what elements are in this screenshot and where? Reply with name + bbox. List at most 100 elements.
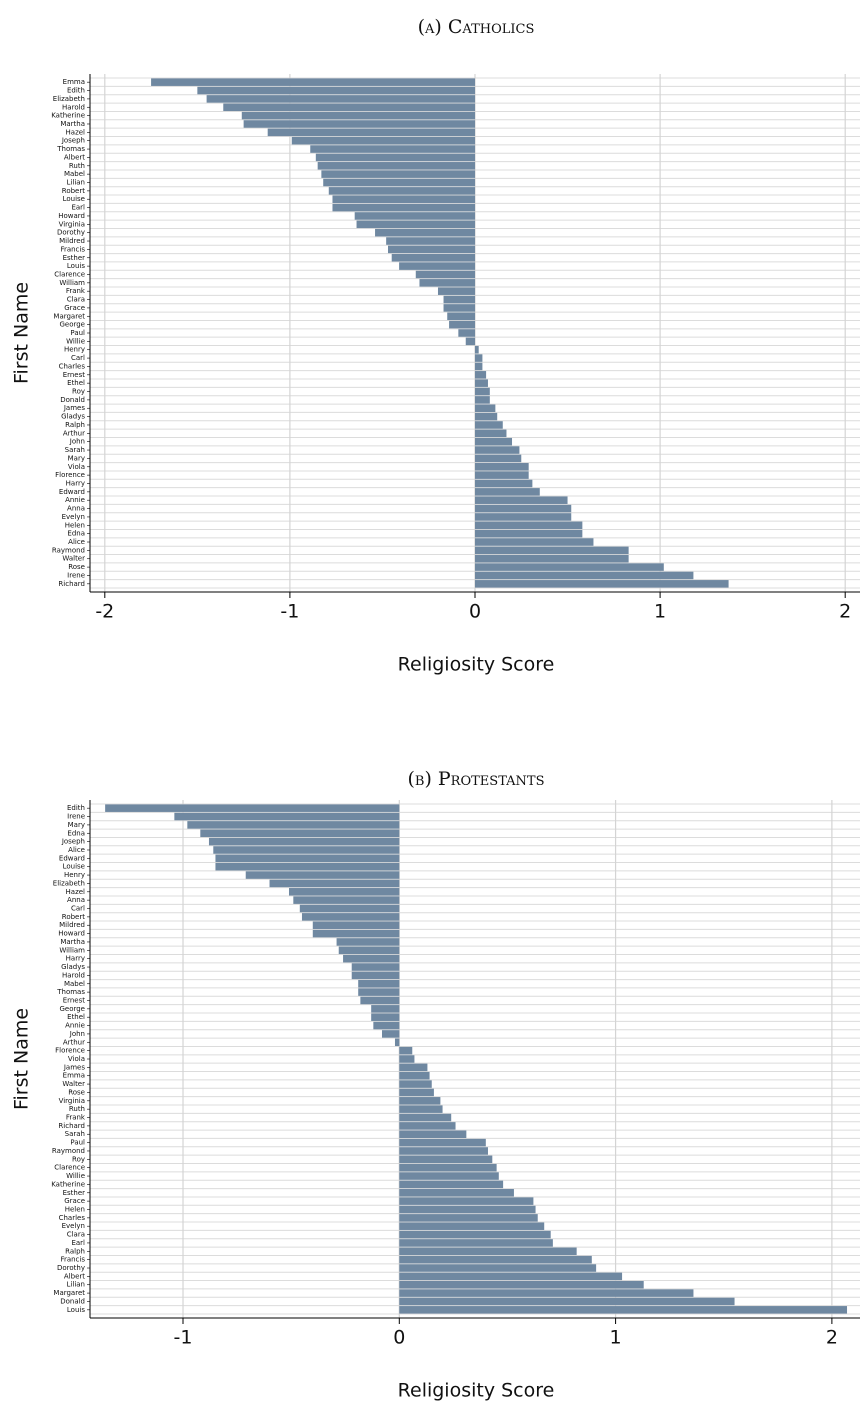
y-tick-label: Elizabeth	[53, 95, 85, 103]
bar	[465, 337, 475, 346]
y-tick-label: Louis	[67, 1306, 85, 1314]
bar	[381, 1030, 400, 1038]
y-tick-label: Harold	[62, 103, 85, 111]
y-tick-label: Hazel	[66, 888, 86, 896]
y-tick-label: Annie	[65, 1022, 85, 1030]
bar	[399, 1297, 735, 1306]
y-tick-label: Ralph	[65, 1247, 85, 1255]
y-tick-label: Alice	[68, 846, 85, 854]
bar	[317, 162, 475, 170]
y-tick-label: Mildred	[59, 237, 85, 245]
y-tick-label: Henry	[64, 346, 85, 354]
bar	[399, 1147, 488, 1155]
y-tick-label: Francis	[60, 245, 85, 253]
y-tick-label: Margaret	[53, 1289, 85, 1297]
y-tick-label: Ruth	[69, 162, 85, 170]
chart-title: (a) Catholics	[418, 16, 535, 38]
bar	[323, 178, 475, 187]
bar	[293, 896, 400, 904]
bar	[399, 1088, 434, 1097]
y-tick-label: Irene	[67, 813, 85, 821]
bar	[215, 854, 400, 863]
y-tick-label: Roy	[72, 1155, 85, 1163]
bar	[475, 362, 483, 371]
y-tick-label: Grace	[64, 1197, 85, 1205]
bar	[399, 1097, 441, 1105]
bar	[208, 837, 400, 846]
x-tick-label: 1	[654, 601, 666, 623]
bar	[399, 1180, 504, 1189]
y-tick-label: Earl	[71, 1239, 85, 1247]
x-axis-title: Religiosity Score	[398, 1380, 555, 1402]
y-tick-label: Ernest	[63, 371, 86, 379]
y-tick-label: Roy	[72, 388, 85, 396]
y-tick-label: Henry	[64, 871, 85, 879]
bar	[443, 304, 475, 312]
bar	[399, 1122, 456, 1130]
y-tick-label: Ernest	[63, 996, 86, 1004]
y-tick-label: Rose	[68, 1088, 85, 1096]
y-tick-label: Harry	[66, 955, 85, 963]
y-tick-label: Richard	[58, 580, 85, 588]
y-tick-label: Mabel	[64, 980, 85, 988]
bar	[291, 136, 475, 145]
bar	[399, 1255, 592, 1264]
y-tick-label: Earl	[71, 204, 85, 212]
bar	[399, 1272, 623, 1281]
y-tick-label: Katherine	[51, 1180, 85, 1188]
y-tick-label: Mary	[68, 821, 85, 829]
y-tick-label: Edna	[67, 829, 85, 837]
y-tick-label: Louis	[67, 262, 85, 270]
y-tick-label: Helen	[65, 1205, 85, 1213]
bar	[475, 521, 583, 530]
y-tick-label: James	[63, 404, 85, 412]
y-tick-label: Grace	[64, 304, 85, 312]
bar	[475, 580, 729, 588]
y-tick-label: Margaret	[53, 312, 85, 320]
y-tick-label: Albert	[64, 153, 85, 161]
bar	[269, 879, 400, 888]
y-tick-label: Viola	[68, 1055, 85, 1063]
y-axis-title: First Name	[11, 282, 33, 384]
bar	[399, 1230, 551, 1239]
bar	[399, 1214, 538, 1222]
bar	[399, 1189, 514, 1197]
bar	[475, 429, 507, 438]
y-tick-label: Anna	[67, 505, 85, 513]
y-tick-label: George	[59, 321, 85, 329]
bar	[332, 203, 475, 212]
bar	[399, 1163, 497, 1172]
bar	[206, 95, 475, 103]
bar	[213, 846, 400, 854]
bar	[267, 128, 475, 137]
y-tick-label: Thomas	[56, 145, 85, 153]
y-tick-label: Anna	[67, 896, 85, 904]
y-tick-label: Mary	[68, 454, 85, 462]
y-tick-label: Robert	[62, 913, 85, 921]
bar	[358, 988, 400, 996]
y-tick-label: John	[69, 438, 85, 446]
y-tick-label: Louise	[63, 195, 85, 203]
bar	[475, 387, 490, 396]
bar	[475, 504, 572, 513]
bar	[399, 1113, 452, 1122]
x-tick-label: 1	[610, 1327, 622, 1349]
y-tick-label: Edith	[67, 804, 85, 812]
bar	[475, 496, 568, 504]
bar	[399, 1306, 848, 1314]
y-tick-label: Walter	[62, 555, 85, 563]
bar	[399, 1080, 432, 1088]
y-tick-label: Walter	[62, 1080, 85, 1088]
bar	[310, 145, 475, 153]
bar	[399, 1155, 493, 1164]
y-tick-label: Harry	[66, 479, 85, 487]
y-tick-label: Dorothy	[57, 1264, 85, 1272]
x-tick-label: 0	[393, 1327, 405, 1349]
y-tick-label: Katherine	[51, 112, 85, 120]
y-tick-label: Raymond	[52, 546, 85, 554]
bar	[187, 821, 400, 829]
y-tick-label: Martha	[60, 120, 85, 128]
bar	[356, 220, 475, 229]
bar	[105, 804, 400, 812]
bar	[354, 212, 475, 220]
